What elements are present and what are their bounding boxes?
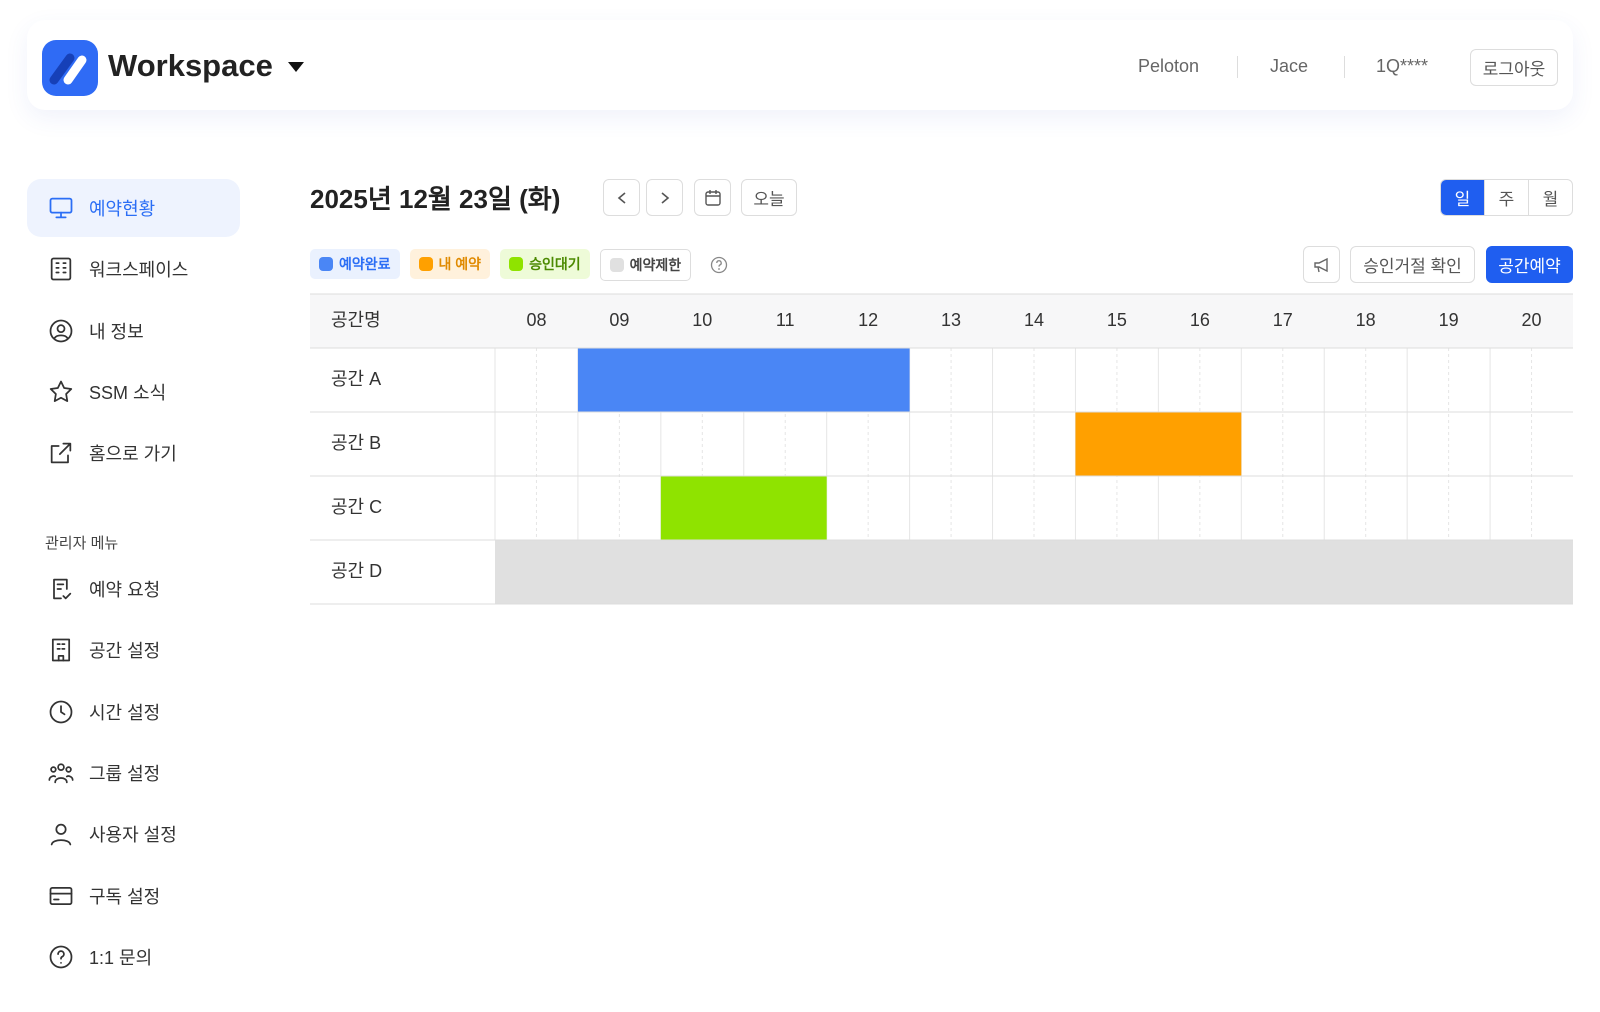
help-icon[interactable]: [709, 255, 729, 275]
legend-swatch: [509, 257, 524, 271]
calendar-button[interactable]: [694, 179, 731, 216]
view-option[interactable]: 월: [1528, 180, 1572, 215]
booking-block: [495, 540, 1573, 604]
menu-icon: [48, 763, 74, 784]
menu-label: 예약현황: [89, 199, 156, 219]
menu-label: 워크스페이스: [89, 260, 189, 281]
booking-block: [1075, 412, 1242, 476]
hour-label: 20: [1522, 310, 1542, 330]
menu-label: 공간 설정: [89, 641, 161, 662]
org: Peloton: [1138, 56, 1200, 76]
legend-label: 예약제한: [629, 257, 682, 273]
hour-label: 15: [1107, 310, 1127, 330]
row-label: 공간 C: [331, 497, 382, 517]
menu-icon: [50, 823, 72, 846]
next-button[interactable]: [646, 179, 683, 216]
view-option[interactable]: 주: [1484, 180, 1528, 215]
admin-title: 관리자 메뉴: [45, 535, 119, 552]
menu-icon: [50, 442, 72, 464]
row-label: 공간 A: [331, 369, 381, 389]
menu-label: 내 정보: [89, 321, 144, 342]
menu-icon: [51, 638, 71, 662]
booking-block: [660, 476, 827, 540]
legend-label: 내 예약: [438, 256, 482, 272]
menu-label: 시간 설정: [89, 702, 161, 723]
legend-label: 승인대기: [529, 256, 581, 272]
menu-item[interactable]: 그룹 설정: [27, 744, 240, 802]
hour-label: 19: [1439, 310, 1459, 330]
legend-chip: 내 예약: [409, 249, 491, 279]
menu-item[interactable]: 홈으로 가기: [27, 424, 240, 482]
menu-icon: [49, 886, 73, 905]
user-name: Jace: [1270, 56, 1309, 76]
date-title: 2025년 12월 23일 (화): [310, 184, 561, 214]
legend-chip: 예약제한: [599, 249, 692, 281]
brand-dropdown[interactable]: [286, 60, 306, 74]
booking-block: [577, 348, 910, 412]
legend-swatch: [609, 258, 624, 272]
column-header: 공간명: [331, 310, 381, 330]
legend-label: 예약완료: [339, 256, 391, 272]
menu-label: 예약 요청: [89, 580, 161, 600]
menu-item[interactable]: 워크스페이스: [27, 240, 240, 298]
menu-label: 그룹 설정: [89, 763, 161, 784]
menu-icon: [49, 319, 73, 342]
menu-item[interactable]: 1:1 문의: [27, 928, 240, 986]
prev-button[interactable]: [603, 179, 640, 216]
menu-icon: [49, 700, 73, 723]
menu-item[interactable]: 예약 요청: [27, 560, 240, 618]
legend-swatch: [319, 257, 333, 271]
menu-label: 구독 설정: [89, 886, 161, 907]
grid-header: [310, 294, 1573, 348]
menu-label: SSM 소식: [89, 382, 167, 403]
row-label: 공간 B: [331, 433, 381, 453]
hour-label: 13: [941, 310, 961, 330]
menu-icon: [49, 197, 73, 219]
menu-item[interactable]: 시간 설정: [27, 683, 240, 741]
hour-label: 09: [609, 310, 629, 330]
hour-label: 14: [1024, 310, 1044, 330]
row-label: 공간 D: [331, 561, 382, 581]
menu-item[interactable]: SSM 소식: [27, 363, 240, 421]
view-option[interactable]: 일: [1441, 180, 1484, 215]
hour-label: 08: [526, 310, 546, 330]
divider: [1344, 56, 1345, 78]
hour-label: 17: [1273, 310, 1293, 330]
menu-label: 사용자 설정: [89, 825, 177, 846]
hour-label: 12: [858, 310, 878, 330]
user-id: 1Q****: [1376, 56, 1429, 76]
menu-item[interactable]: 내 정보: [27, 302, 240, 360]
divider: [1237, 56, 1238, 78]
hour-label: 18: [1356, 310, 1376, 330]
hour-label: 11: [776, 310, 795, 330]
menu-label: 홈으로 가기: [89, 444, 177, 465]
menu-item[interactable]: 사용자 설정: [27, 805, 240, 863]
hour-label: 10: [692, 310, 712, 330]
menu-icon: [53, 578, 72, 600]
notice-button[interactable]: [1303, 246, 1340, 283]
hour-label: 16: [1190, 310, 1210, 330]
legend-chip: 승인대기: [500, 249, 590, 279]
legend: 예약완료 내 예약 승인대기 예약제한: [310, 249, 692, 281]
logo[interactable]: [42, 40, 98, 96]
logout-button[interactable]: 로그아웃: [1470, 49, 1558, 86]
brand: Workspace: [108, 48, 273, 83]
menu-item[interactable]: 예약현황: [27, 179, 240, 237]
menu-item[interactable]: 공간 설정: [27, 621, 240, 679]
menu-label: 1:1 문의: [89, 947, 153, 968]
menu-icon: [50, 257, 72, 281]
legend-swatch: [418, 257, 433, 271]
menu-icon: [49, 380, 73, 402]
menu-item[interactable]: 구독 설정: [27, 867, 240, 925]
reserve-button[interactable]: 공간예약: [1486, 246, 1573, 283]
today-button[interactable]: 오늘: [741, 179, 797, 216]
header: [27, 20, 1573, 110]
menu-icon: [49, 945, 73, 969]
legend-chip: 예약완료: [310, 249, 400, 279]
reject-check-button[interactable]: 승인거절 확인: [1350, 246, 1475, 283]
